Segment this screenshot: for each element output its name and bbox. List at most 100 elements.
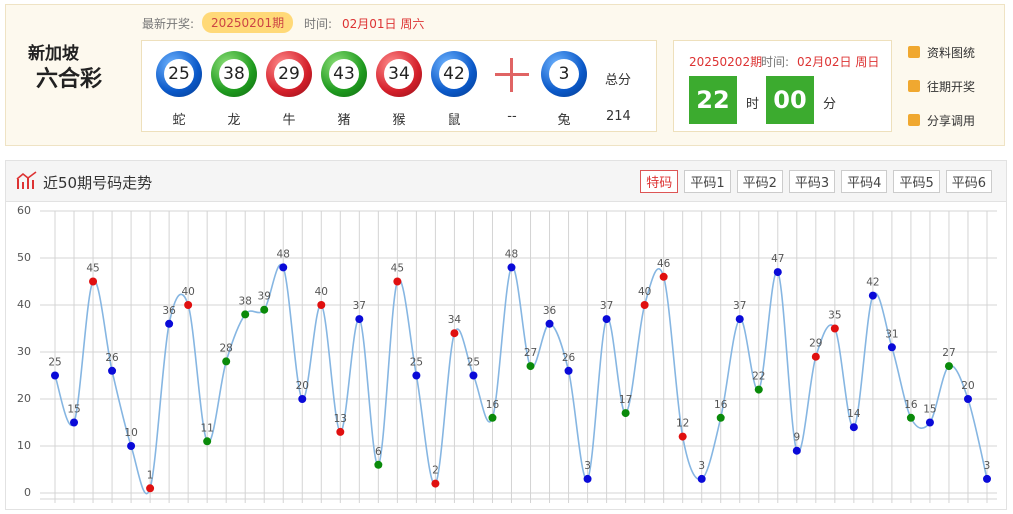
tab[interactable]: 特码: [640, 170, 679, 193]
ball-number: 29: [274, 59, 304, 89]
data-label: 28: [219, 342, 232, 354]
tab[interactable]: 平码1: [684, 170, 731, 193]
point: [868, 291, 877, 300]
data-label: 17: [619, 394, 632, 406]
data-label: 27: [942, 347, 955, 359]
point: [184, 301, 193, 309]
data-label: 48: [277, 248, 290, 260]
link[interactable]: 分享调用: [927, 114, 976, 128]
point: [146, 484, 155, 493]
next-issue: 20250202期: [689, 55, 763, 69]
data-label: 2: [432, 465, 439, 477]
point: [792, 446, 801, 455]
link[interactable]: 资料图统: [927, 46, 976, 60]
ball-number: 34: [384, 59, 414, 89]
time-label: 时间:: [761, 55, 790, 69]
point: [849, 423, 858, 432]
point: [127, 442, 136, 450]
point: [583, 474, 592, 483]
separator-label: --: [507, 109, 517, 124]
point: [811, 352, 820, 361]
point: [716, 413, 725, 422]
data-label: 37: [600, 300, 613, 312]
point: [735, 315, 744, 324]
data-label: 3: [584, 460, 591, 472]
data-label: 31: [885, 328, 898, 340]
panel-header: [6, 161, 1006, 202]
minute-unit: 分: [823, 97, 837, 112]
link[interactable]: 往期开奖: [927, 80, 976, 94]
point: [260, 305, 269, 314]
latest-time: 02月01日 周六: [342, 17, 425, 31]
y-tick-label: 10: [17, 439, 31, 452]
data-label: 15: [923, 404, 936, 416]
point: [925, 418, 934, 427]
point: [526, 362, 535, 371]
point: [963, 395, 972, 403]
data-label: 27: [524, 347, 537, 359]
data-label: 13: [334, 413, 347, 425]
tab[interactable]: 平码3: [788, 170, 836, 193]
point: [393, 277, 402, 286]
data-label: 16: [714, 399, 728, 411]
point: [89, 277, 98, 286]
tabs: 特码 平码1 平码2 平码3 平码4 平码5 平码6: [640, 170, 992, 193]
data-label: 45: [391, 263, 404, 275]
tab[interactable]: 平码6: [945, 170, 992, 193]
data-label: 25: [410, 357, 423, 369]
tab[interactable]: 平码2: [736, 170, 783, 193]
point: [697, 474, 706, 483]
data-label: 48: [505, 248, 518, 260]
data-label: 40: [181, 286, 194, 298]
data-label: 29: [809, 338, 822, 350]
data-label: 47: [771, 253, 784, 265]
ball: 3: [541, 51, 587, 97]
logo-line: 新加坡: [28, 44, 79, 64]
data-label: 36: [162, 305, 176, 317]
point: [754, 385, 763, 394]
data-label: 40: [638, 286, 651, 298]
ball: 34: [376, 51, 422, 97]
point: [241, 310, 250, 319]
point: [830, 324, 839, 333]
data-label: 22: [752, 371, 765, 383]
zodiac: 猴: [392, 113, 406, 128]
point: [887, 343, 896, 352]
point: [279, 263, 288, 272]
y-tick-label: 0: [24, 486, 31, 499]
point: [507, 263, 516, 272]
zodiac: 兔: [557, 113, 571, 128]
point: [983, 474, 991, 483]
trend-line: [54, 263, 988, 495]
next-draw: 20250202期 时间: 02月02日 周日 22 时 00 分: [673, 40, 892, 132]
point: [678, 432, 687, 441]
link-icon: [908, 46, 920, 58]
total-label: 总分: [605, 73, 632, 88]
point: [545, 319, 554, 328]
ball-box: 25 蛇 38 龙 29 牛 43 猪 34 猴 42 鼠 -- 3 兔 总分 214: [141, 40, 657, 132]
ball-number: 3: [549, 59, 579, 89]
data-label: 9: [793, 432, 800, 444]
tab[interactable]: 平码4: [841, 170, 888, 193]
data-label: 3: [984, 460, 991, 472]
data-label: 46: [657, 258, 671, 270]
point: [51, 371, 59, 380]
data-label: 39: [258, 291, 271, 303]
zodiac: 猪: [337, 113, 351, 128]
tab[interactable]: 平码5: [893, 170, 940, 193]
latest-issue: 20250201期: [202, 12, 294, 33]
point: [944, 362, 953, 371]
zodiac: 鼠: [447, 113, 461, 128]
point: [317, 301, 326, 309]
y-tick-label: 20: [17, 392, 31, 405]
trend-icon: [16, 171, 37, 189]
zodiac: 龙: [227, 113, 241, 128]
point: [203, 437, 212, 446]
data-label: 42: [866, 277, 879, 289]
ball: 29: [266, 51, 312, 97]
data-label: 26: [562, 352, 576, 364]
time-label: 时间:: [304, 17, 333, 31]
trend-panel: 近50期号码走势 特码 平码1 平码2 平码3 平码4 平码5 平码6: [5, 160, 1007, 510]
